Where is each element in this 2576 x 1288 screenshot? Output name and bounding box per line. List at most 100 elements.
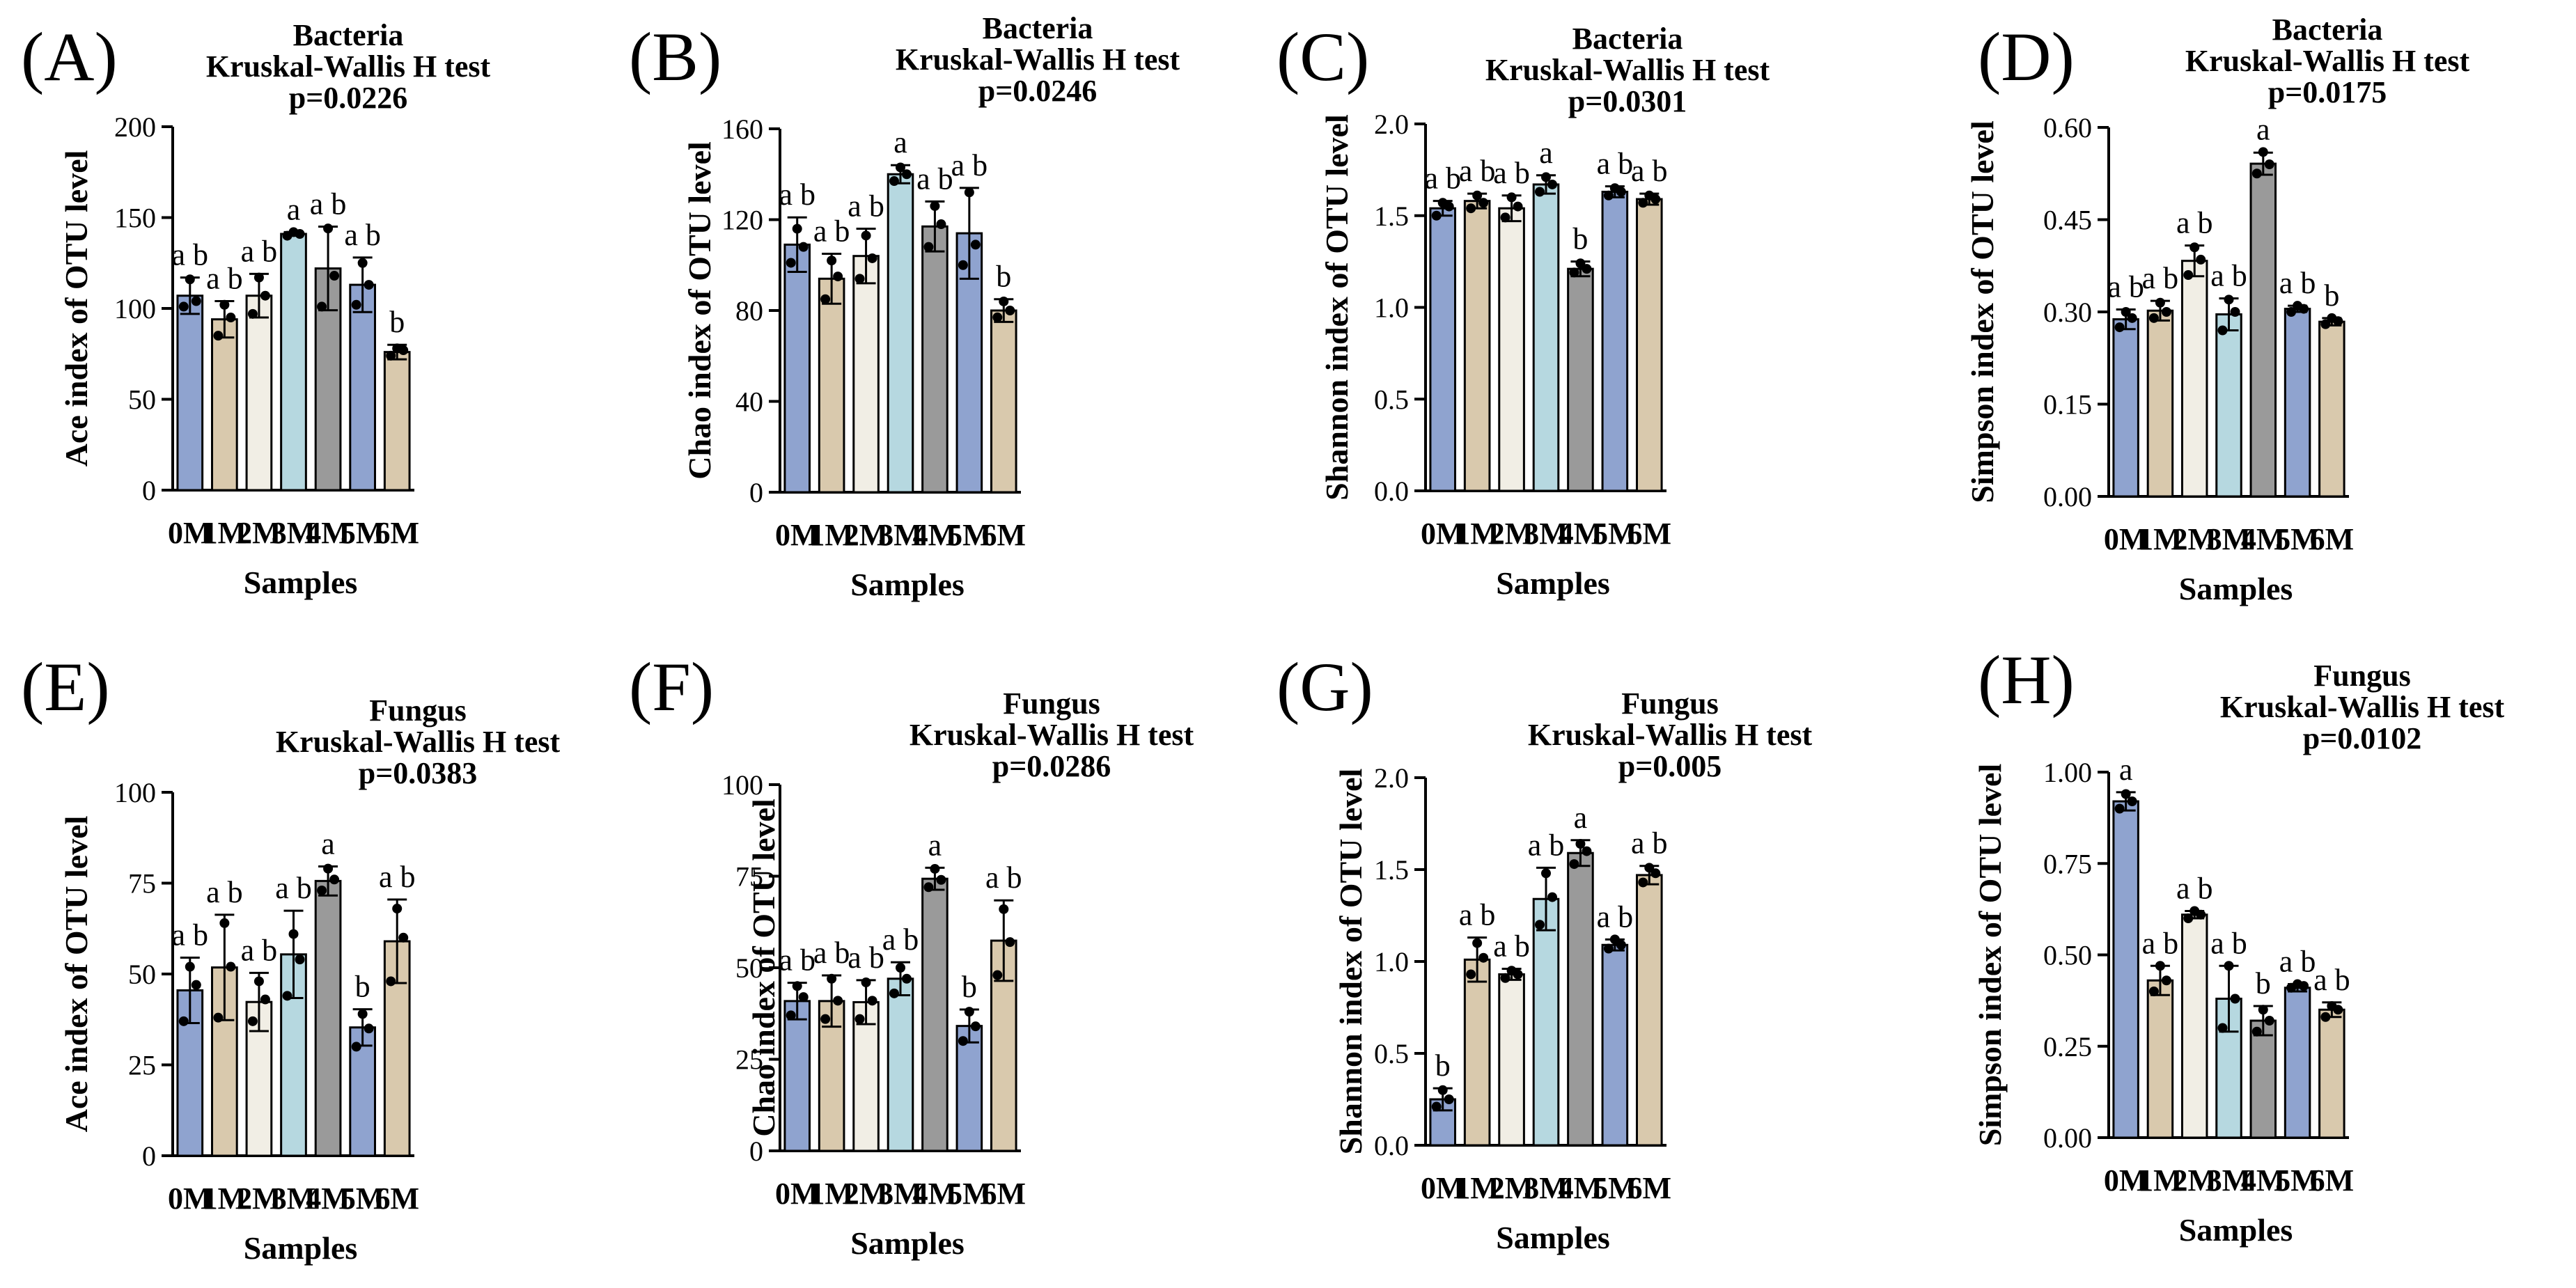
- data-point: [792, 223, 802, 234]
- x-tick-label: 6M: [1627, 517, 1672, 551]
- y-tick-label: 200: [114, 111, 156, 143]
- bar: [1601, 190, 1629, 492]
- chart-title: Bacteria: [293, 18, 404, 52]
- significance-label: a b: [1631, 154, 1668, 188]
- data-point: [970, 239, 981, 250]
- data-point: [317, 885, 327, 895]
- x-tick-label: 0M: [168, 516, 212, 550]
- y-tick-label: 25: [128, 1050, 156, 1081]
- data-point: [1582, 846, 1592, 856]
- data-point: [1478, 952, 1489, 963]
- bar: [1498, 973, 1525, 1147]
- data-point: [295, 955, 305, 965]
- significance-label: b: [1572, 222, 1588, 256]
- x-tick-label: 2M: [1490, 517, 1534, 551]
- y-tick-label: 1.00: [2043, 757, 2092, 788]
- x-axis-label: Samples: [1496, 565, 1610, 601]
- data-point: [861, 230, 871, 241]
- data-point: [999, 296, 1009, 306]
- x-tick-label: 6M: [2310, 522, 2355, 556]
- data-point: [2320, 319, 2331, 329]
- y-tick-label: 1.5: [1374, 201, 1409, 232]
- data-point: [854, 274, 865, 284]
- data-point: [1644, 190, 1655, 201]
- data-point: [964, 187, 974, 198]
- x-tick-label: 1M: [203, 1181, 247, 1216]
- y-tick-label: 0.60: [2043, 112, 2092, 143]
- y-tick-label: 50: [128, 384, 156, 416]
- data-point: [1547, 179, 1557, 189]
- significance-label: a: [1539, 136, 1553, 170]
- significance-label: a b: [1424, 162, 1461, 196]
- y-axis-label: Chao index of OTU level: [682, 141, 717, 480]
- significance-label: b: [1435, 1049, 1451, 1083]
- significance-label: b: [962, 970, 977, 1004]
- data-point: [992, 312, 1003, 322]
- significance-label: a b: [848, 941, 884, 975]
- data-point: [2155, 961, 2165, 971]
- y-tick-label: 120: [721, 205, 763, 236]
- bar: [280, 233, 307, 492]
- bar: [1498, 207, 1525, 492]
- data-point: [1547, 892, 1557, 902]
- data-point: [1541, 868, 1551, 879]
- panel-label: (E): [21, 648, 110, 725]
- chart-title: Fungus: [1621, 686, 1718, 721]
- x-tick-label: 3M: [272, 516, 316, 550]
- data-point: [2155, 297, 2165, 308]
- data-point: [2183, 270, 2194, 280]
- x-tick-label: 4M: [913, 1177, 958, 1211]
- data-point: [1609, 183, 1620, 194]
- data-point: [2258, 147, 2268, 157]
- significance-label: a b: [951, 148, 988, 182]
- chart-title: Fungus: [369, 693, 466, 728]
- data-point: [213, 1012, 224, 1023]
- data-point: [798, 242, 809, 252]
- x-tick-label: 2M: [844, 1177, 889, 1211]
- significance-label: a: [287, 192, 301, 226]
- data-point: [329, 271, 340, 281]
- x-tick-label: 3M: [272, 1181, 316, 1216]
- panel-label: (G): [1277, 648, 1373, 725]
- panel-label: (F): [629, 648, 714, 725]
- significance-label: a b: [779, 178, 815, 212]
- x-tick-label: 1M: [1455, 1171, 1499, 1205]
- data-point: [2121, 789, 2131, 799]
- data-point: [999, 904, 1009, 914]
- significance-label: b: [2256, 966, 2271, 1000]
- data-point: [2161, 307, 2171, 317]
- x-tick-label: 4M: [306, 516, 350, 550]
- significance-label: a: [2119, 753, 2133, 787]
- data-point: [2230, 307, 2240, 317]
- data-point: [1431, 210, 1442, 221]
- data-point: [2217, 325, 2228, 336]
- significance-label: a b: [206, 262, 243, 296]
- x-axis-label: Samples: [850, 567, 965, 602]
- x-tick-label: 6M: [1627, 1171, 1672, 1205]
- data-point: [260, 994, 270, 1005]
- data-point: [392, 343, 403, 354]
- data-point: [226, 313, 236, 323]
- x-tick-label: 6M: [375, 1181, 419, 1216]
- x-tick-label: 5M: [341, 1181, 385, 1216]
- x-tick-label: 6M: [2310, 1163, 2355, 1197]
- data-point: [2217, 1023, 2228, 1033]
- x-tick-label: 6M: [375, 516, 419, 550]
- data-point: [1500, 973, 1511, 983]
- data-point: [2264, 1016, 2274, 1026]
- chart-title: Bacteria: [2272, 13, 2383, 47]
- significance-label: a b: [1493, 156, 1530, 190]
- bar: [921, 877, 949, 1152]
- chart-title: p=0.005: [1618, 749, 1722, 783]
- significance-label: a b: [172, 918, 209, 952]
- x-tick-label: 2M: [2172, 522, 2217, 556]
- y-tick-label: 75: [735, 861, 763, 893]
- y-tick-label: 0.15: [2043, 389, 2092, 421]
- data-point: [2148, 987, 2159, 996]
- bar: [2284, 987, 2311, 1139]
- data-point: [930, 863, 940, 874]
- y-tick-label: 160: [721, 113, 763, 145]
- panel-label: (B): [629, 18, 721, 95]
- data-point: [288, 227, 299, 237]
